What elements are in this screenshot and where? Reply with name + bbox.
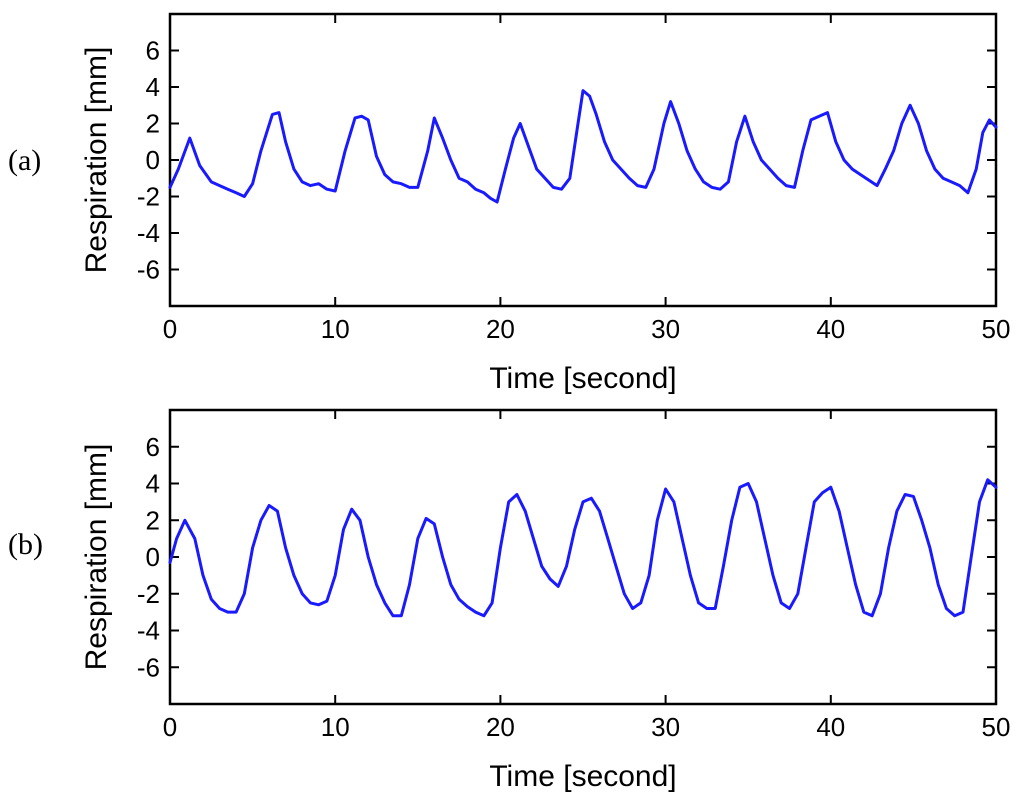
x-axis-title: Time [second] xyxy=(489,760,676,793)
plot-frame xyxy=(168,12,998,308)
y-tick-label: 0 xyxy=(146,542,160,572)
panel-label: (b) xyxy=(8,528,43,561)
y-tick-label: 6 xyxy=(146,432,160,462)
y-tick-label: -6 xyxy=(137,255,160,285)
x-tick-label: 0 xyxy=(163,712,177,742)
y-tick-label: -4 xyxy=(137,218,160,248)
panel-label: (a) xyxy=(8,144,41,177)
x-tick-label: 40 xyxy=(816,712,845,742)
x-tick-label: 50 xyxy=(982,712,1011,742)
y-tick-label: 0 xyxy=(146,145,160,175)
respiration-series-line xyxy=(168,89,998,204)
tick-labels: 0 10 20 30 40 50 -6 -4 -2 0 2 4 6 xyxy=(137,432,1011,742)
x-tick-label: 30 xyxy=(651,712,680,742)
x-tick-label: 50 xyxy=(982,314,1011,344)
x-tick-label: 20 xyxy=(486,314,515,344)
x-tick-label: 40 xyxy=(816,314,845,344)
y-tick-label: 4 xyxy=(146,469,160,499)
y-tick-label: 4 xyxy=(146,72,160,102)
axis-ticks xyxy=(169,410,997,704)
x-tick-label: 30 xyxy=(651,314,680,344)
y-tick-label: -2 xyxy=(137,182,160,212)
x-tick-label: 0 xyxy=(163,314,177,344)
tick-labels: 0 10 20 30 40 50 -6 -4 -2 0 2 4 6 xyxy=(137,36,1011,345)
respiration-series-line xyxy=(168,478,998,618)
y-axis-title: Respiration [mm] xyxy=(80,47,113,274)
y-tick-label: -4 xyxy=(137,616,160,646)
y-tick-label: -2 xyxy=(137,579,160,609)
axis-ticks xyxy=(169,14,997,306)
y-tick-label: 2 xyxy=(146,109,160,139)
y-tick-label: 6 xyxy=(146,36,160,66)
x-tick-label: 10 xyxy=(321,712,350,742)
x-tick-label: 10 xyxy=(321,314,350,344)
plot-frame xyxy=(168,408,998,706)
y-tick-label: 2 xyxy=(146,505,160,535)
x-axis-title: Time [second] xyxy=(489,362,676,395)
y-axis-title: Respiration [mm] xyxy=(80,444,113,671)
x-tick-label: 20 xyxy=(486,712,515,742)
y-tick-label: -6 xyxy=(137,652,160,682)
